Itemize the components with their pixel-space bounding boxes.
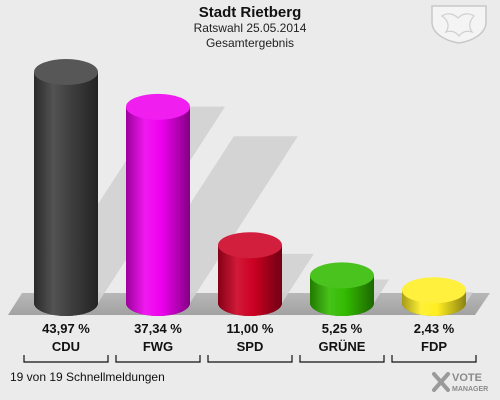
value-label-spd: 11,00 % bbox=[227, 321, 274, 336]
chart-caption: Gesamtergebnis bbox=[205, 36, 295, 50]
bar-cdu bbox=[34, 59, 98, 316]
votemanager-logo: VOTE MANAGER bbox=[432, 372, 488, 393]
chart-header: Stadt Rietberg Ratswahl 25.05.2014 Gesam… bbox=[0, 4, 500, 51]
bracket-fdp bbox=[391, 355, 477, 363]
chart-title: Stadt Rietberg bbox=[198, 4, 302, 21]
category-label-cdu: CDU bbox=[52, 339, 80, 354]
status-text: 19 von 19 Schnellmeldungen bbox=[10, 370, 165, 384]
category-brackets bbox=[23, 355, 477, 363]
category-label-fdp: FDP bbox=[421, 339, 447, 354]
bar-grne bbox=[310, 262, 374, 316]
bar-labels: 43,97 % CDU 37,34 % FWG 11,00 % SPD 5,25 % GRÜN… bbox=[42, 321, 455, 354]
value-label-fdp: 2,43 % bbox=[414, 321, 455, 336]
bar-spd bbox=[218, 232, 282, 316]
category-label-grne: GRÜNE bbox=[319, 339, 366, 354]
brand-line1: VOTE bbox=[452, 372, 482, 384]
bar-fwg bbox=[126, 93, 190, 316]
value-label-fwg: 37,34 % bbox=[134, 321, 182, 336]
bar-fdp bbox=[402, 277, 466, 316]
chart-subtitle: Ratswahl 25.05.2014 bbox=[193, 21, 307, 35]
bars bbox=[34, 59, 466, 316]
bracket-grne bbox=[299, 355, 385, 363]
bracket-cdu bbox=[23, 355, 109, 363]
coat-of-arms-icon bbox=[431, 5, 487, 44]
brand-line2: MANAGER bbox=[452, 386, 488, 393]
category-label-spd: SPD bbox=[237, 339, 264, 354]
bracket-fwg bbox=[115, 355, 201, 363]
bracket-spd bbox=[207, 355, 293, 363]
value-label-grne: 5,25 % bbox=[322, 321, 363, 336]
category-label-fwg: FWG bbox=[143, 339, 173, 354]
value-label-cdu: 43,97 % bbox=[42, 321, 90, 336]
